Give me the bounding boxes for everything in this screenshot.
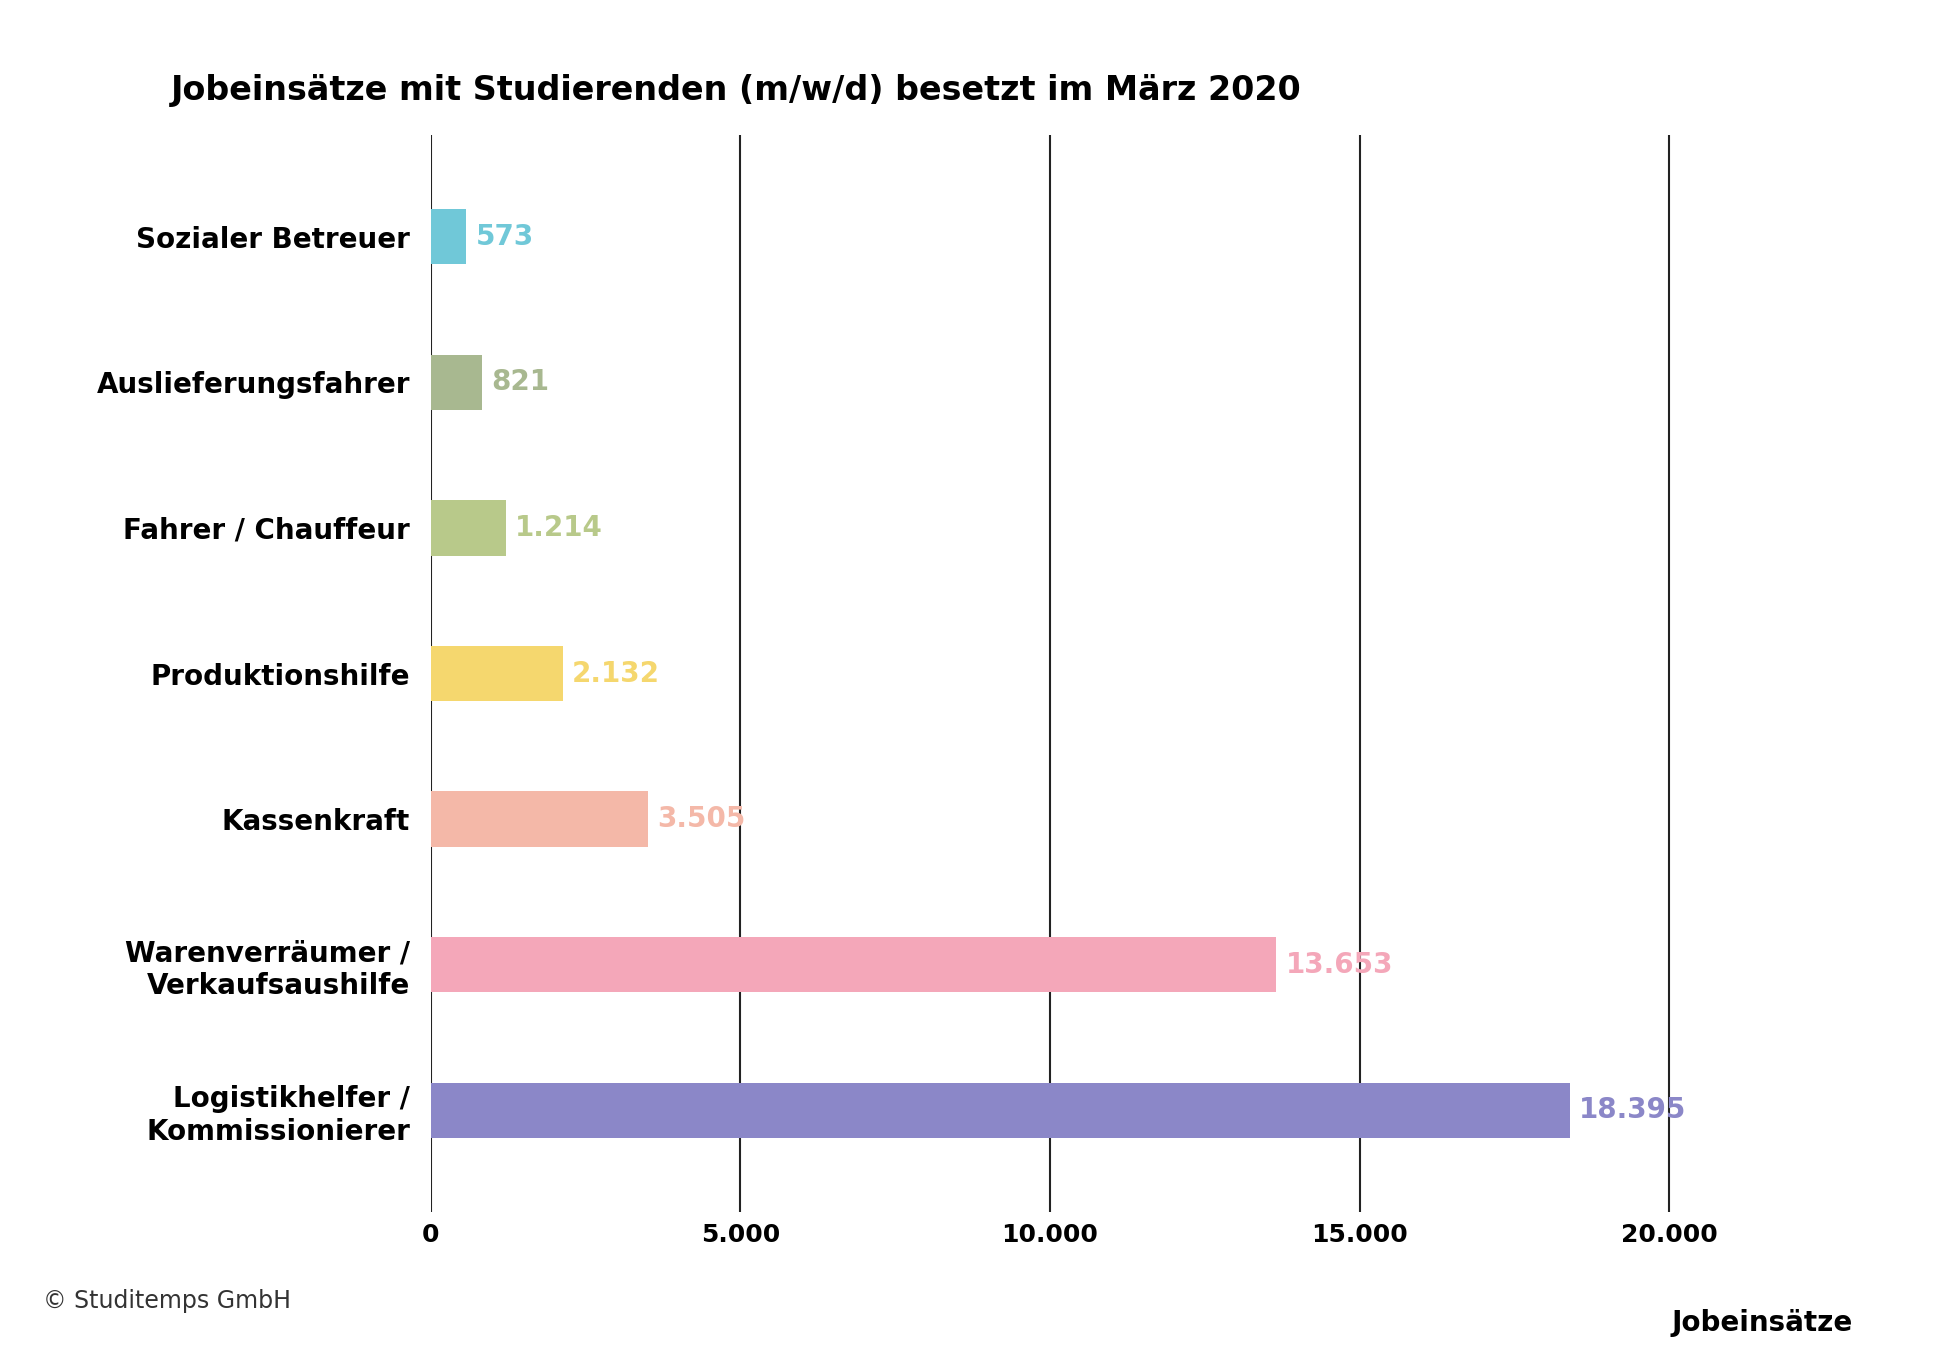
Text: 2.132: 2.132 (571, 660, 660, 687)
Text: 3.505: 3.505 (658, 806, 746, 834)
Bar (431, 1083, 1570, 1138)
Text: © Studitemps GmbH: © Studitemps GmbH (43, 1289, 292, 1313)
Bar (431, 500, 505, 555)
Text: 821: 821 (491, 368, 548, 396)
Text: 1.214: 1.214 (515, 513, 603, 541)
Bar (431, 645, 562, 702)
Text: Jobeinsätze mit Studierenden (m/w/d) besetzt im März 2020: Jobeinsätze mit Studierenden (m/w/d) bes… (170, 74, 1301, 106)
Text: 18.395: 18.395 (1579, 1096, 1685, 1125)
Bar (431, 209, 466, 264)
Bar (431, 792, 648, 847)
X-axis label: Jobeinsätze: Jobeinsätze (1671, 1309, 1851, 1338)
Bar (431, 938, 1276, 993)
Bar (431, 354, 481, 409)
Text: 573: 573 (476, 222, 534, 251)
Text: 13.653: 13.653 (1286, 951, 1391, 979)
